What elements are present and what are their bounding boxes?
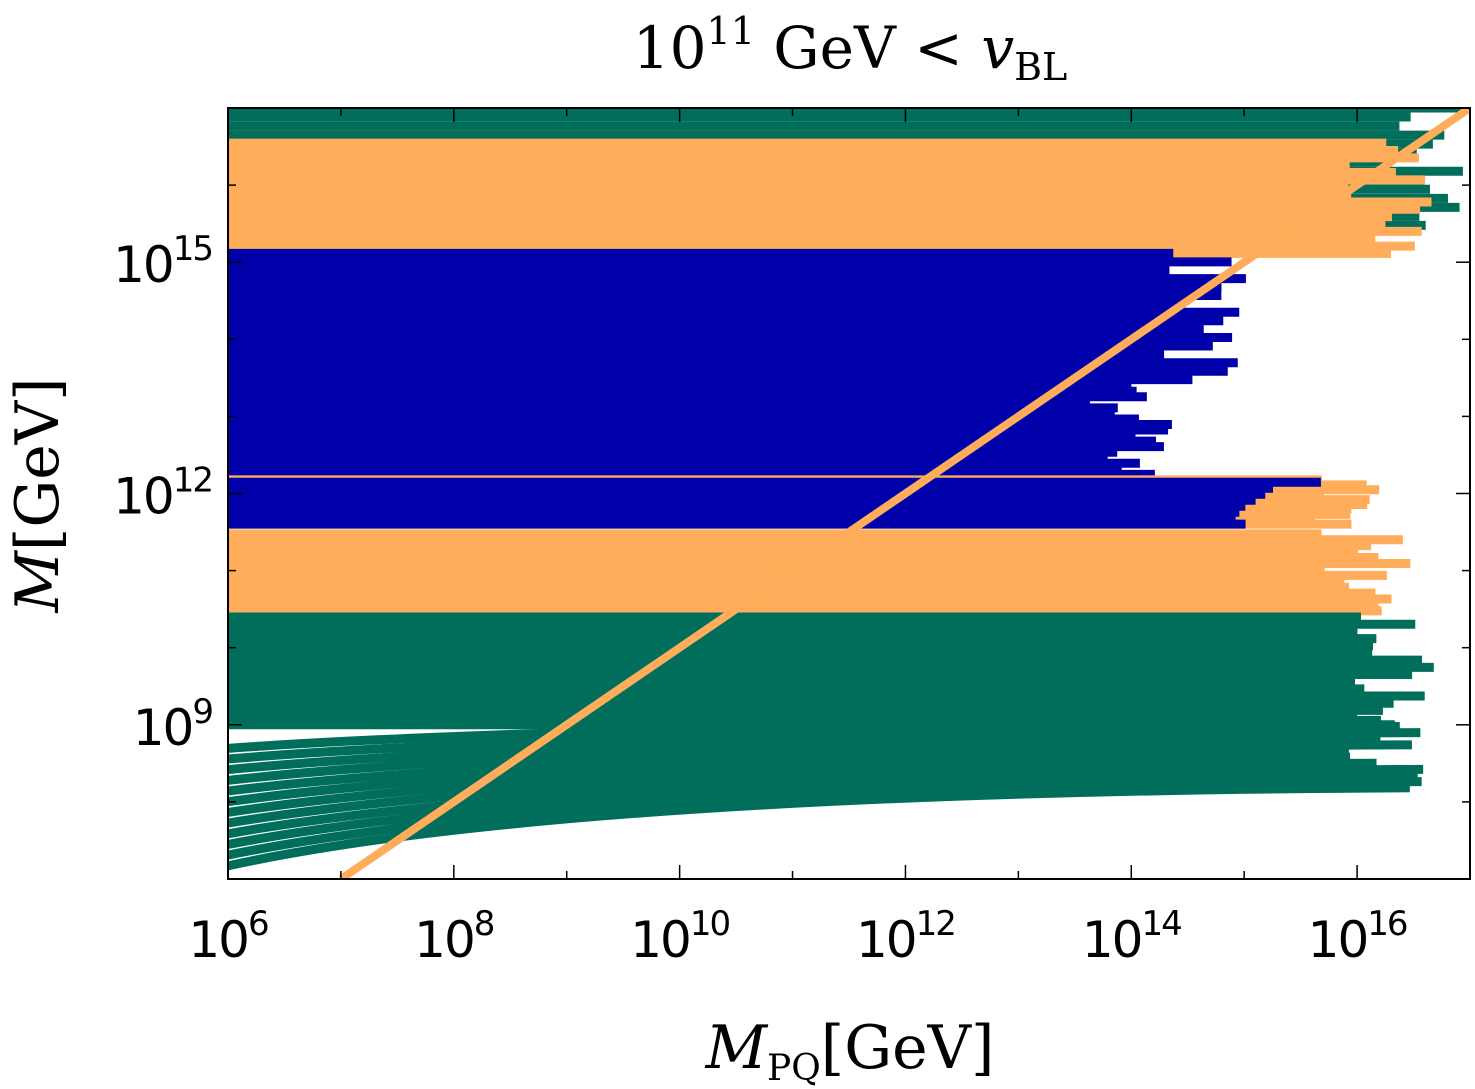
- series-line-8-9: [228, 728, 1421, 775]
- x-tick-label-5: 1016: [1308, 904, 1407, 969]
- series-line-8-10: [228, 721, 1400, 764]
- chart-title: 1011 GeV < vBL: [633, 9, 1068, 89]
- series-line-8-3: [228, 764, 1424, 839]
- title-sub: BL: [1014, 45, 1067, 89]
- x-label-unit: [GeV]: [821, 1013, 995, 1083]
- series-line-8-7: [228, 740, 1412, 796]
- x-axis-ticks: 106 108 1010 1012 1014 1016: [188, 108, 1471, 969]
- x-tick-label-2: 1010: [630, 904, 729, 969]
- title-exp: 11: [707, 9, 755, 53]
- series-line-8-0: [228, 783, 1410, 871]
- y-tick-label-1: 1012: [113, 461, 212, 526]
- series-layer: [228, 108, 1464, 871]
- title-base: 10: [633, 14, 707, 82]
- diagonal-line: [338, 108, 1470, 879]
- x-tick-label-4: 1014: [1082, 904, 1181, 969]
- title-middle: GeV <: [755, 14, 981, 82]
- series-line-8-8: [228, 734, 1381, 785]
- series-line-8-11: [228, 715, 1381, 753]
- x-tick-label-1: 108: [414, 904, 494, 969]
- y-tick-label-2: 1015: [113, 229, 212, 294]
- x-tick-label-3: 1012: [856, 904, 955, 969]
- y-axis-ticks: 109 1012 1015: [113, 107, 1470, 880]
- diagonal-layer: [338, 108, 1470, 879]
- x-axis-label: MPQ[GeV]: [705, 1013, 995, 1089]
- series-line-8-4: [228, 758, 1377, 828]
- series-line-8-2: [228, 771, 1418, 849]
- series-line-8-5: [228, 752, 1351, 817]
- y-label-unit: [GeV]: [3, 377, 73, 551]
- series-line-8-6: [228, 746, 1349, 807]
- y-tick-label-0: 109: [133, 692, 213, 757]
- y-label-var: M: [3, 550, 73, 614]
- series-line-8-1: [228, 777, 1422, 860]
- y-axis-label: M[GeV]: [3, 377, 73, 613]
- x-label-var: M: [705, 1013, 769, 1083]
- title-var: v: [981, 14, 1014, 82]
- x-label-sub: PQ: [767, 1048, 821, 1089]
- x-tick-label-0: 106: [188, 904, 268, 969]
